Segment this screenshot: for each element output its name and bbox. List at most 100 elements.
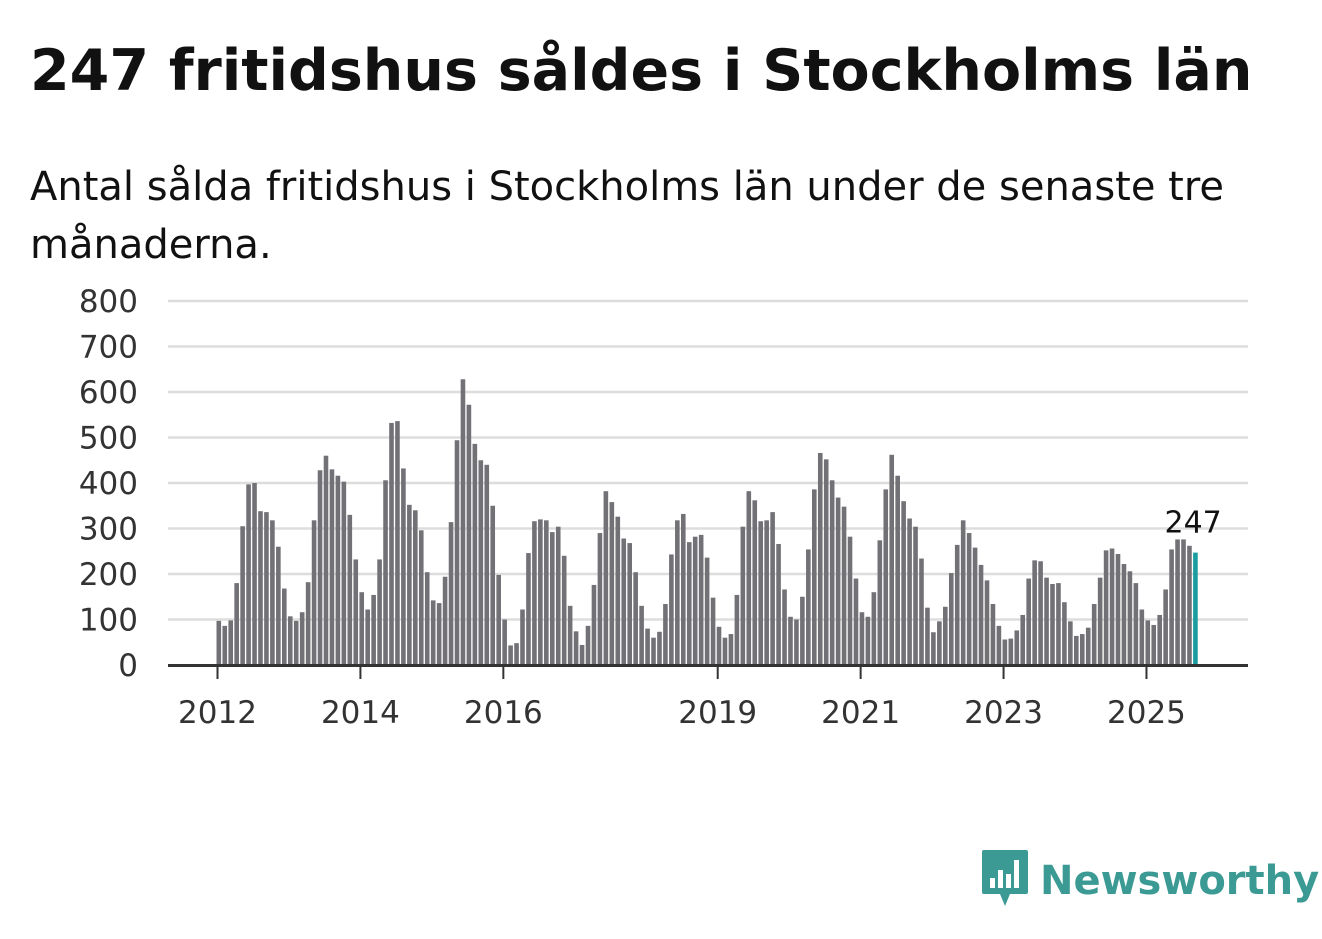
bar [1062, 602, 1067, 665]
bar [841, 506, 847, 665]
bar [490, 505, 496, 665]
bar [395, 421, 400, 665]
bar [401, 468, 406, 665]
bar [740, 526, 746, 665]
bar [573, 631, 579, 665]
bar [960, 520, 966, 665]
bar [919, 558, 924, 665]
bar [895, 475, 900, 665]
bar [704, 557, 710, 665]
bar [561, 555, 567, 665]
bar [788, 616, 793, 665]
bar [651, 637, 656, 665]
bar [347, 514, 353, 665]
bar [871, 592, 877, 665]
bar [335, 475, 341, 665]
bar [1163, 589, 1168, 665]
bar [978, 564, 984, 665]
bar [1002, 639, 1008, 665]
bar [1181, 539, 1186, 665]
highlight-data-label: 247 [1164, 506, 1221, 541]
bar [508, 645, 513, 665]
bar [847, 536, 853, 665]
bar [353, 559, 359, 665]
bar [526, 553, 531, 665]
bar [1133, 583, 1139, 665]
bar [1038, 561, 1043, 665]
chart-subtitle: Antal sålda fritidshus i Stockholms län … [30, 164, 1225, 268]
bar [1151, 624, 1157, 665]
bar [698, 534, 704, 665]
bar [1169, 549, 1174, 665]
bar [984, 580, 990, 665]
bar [413, 510, 418, 665]
bar [883, 489, 889, 665]
bar [990, 604, 996, 665]
bar [240, 526, 245, 665]
bar [264, 512, 269, 665]
bar [371, 594, 376, 665]
y-tick-label: 0 [118, 648, 138, 684]
bar [282, 588, 287, 665]
bar [424, 572, 430, 665]
bar [222, 625, 228, 665]
bar [1014, 630, 1020, 665]
bar [591, 584, 597, 665]
bar [806, 549, 811, 665]
bar [1079, 634, 1085, 665]
bar [645, 628, 650, 665]
bar [436, 603, 442, 665]
y-tick-label: 700 [79, 330, 138, 366]
bar [633, 572, 638, 665]
bar [317, 470, 323, 665]
bar [365, 609, 370, 665]
bar [782, 589, 787, 665]
bar [669, 554, 674, 665]
y-tick-label: 400 [79, 466, 138, 502]
bar [287, 616, 293, 665]
bar [502, 619, 507, 665]
bar [466, 404, 472, 665]
x-tick-label: 2016 [464, 695, 543, 731]
bar [299, 612, 305, 665]
bar [1068, 621, 1073, 665]
bar [1044, 577, 1049, 665]
bar [972, 547, 978, 665]
bar [329, 469, 335, 665]
bar [555, 526, 561, 665]
bars [216, 379, 1198, 665]
bar [293, 620, 299, 665]
y-tick-label: 800 [79, 284, 138, 320]
bar [925, 607, 930, 665]
bar [585, 625, 591, 665]
bar [835, 497, 841, 665]
bar [728, 634, 734, 665]
bar [966, 533, 972, 665]
y-tick-label: 200 [79, 557, 138, 593]
bar [496, 574, 501, 665]
bar [865, 616, 871, 665]
bar [234, 583, 239, 665]
bar [389, 422, 394, 665]
bar [1115, 553, 1121, 665]
x-tick-label: 2014 [321, 695, 400, 731]
bar [1074, 635, 1079, 665]
bar [937, 621, 942, 665]
bar [1050, 584, 1055, 665]
bar [812, 489, 817, 665]
bar [1091, 604, 1097, 665]
bar [901, 501, 906, 665]
bar [954, 544, 960, 665]
bar-highlight [1193, 552, 1198, 665]
bar [657, 631, 662, 665]
bar [1008, 638, 1014, 665]
chart-title: 247 fritidshus såldes i Stockholms län [30, 38, 1253, 104]
bar [454, 440, 460, 665]
newsworthy-chart-icon [980, 848, 1030, 914]
bar [1085, 627, 1091, 665]
bar [1056, 583, 1061, 665]
bar [258, 511, 263, 665]
bar [776, 543, 781, 665]
bar [764, 520, 769, 665]
bar [478, 460, 484, 665]
